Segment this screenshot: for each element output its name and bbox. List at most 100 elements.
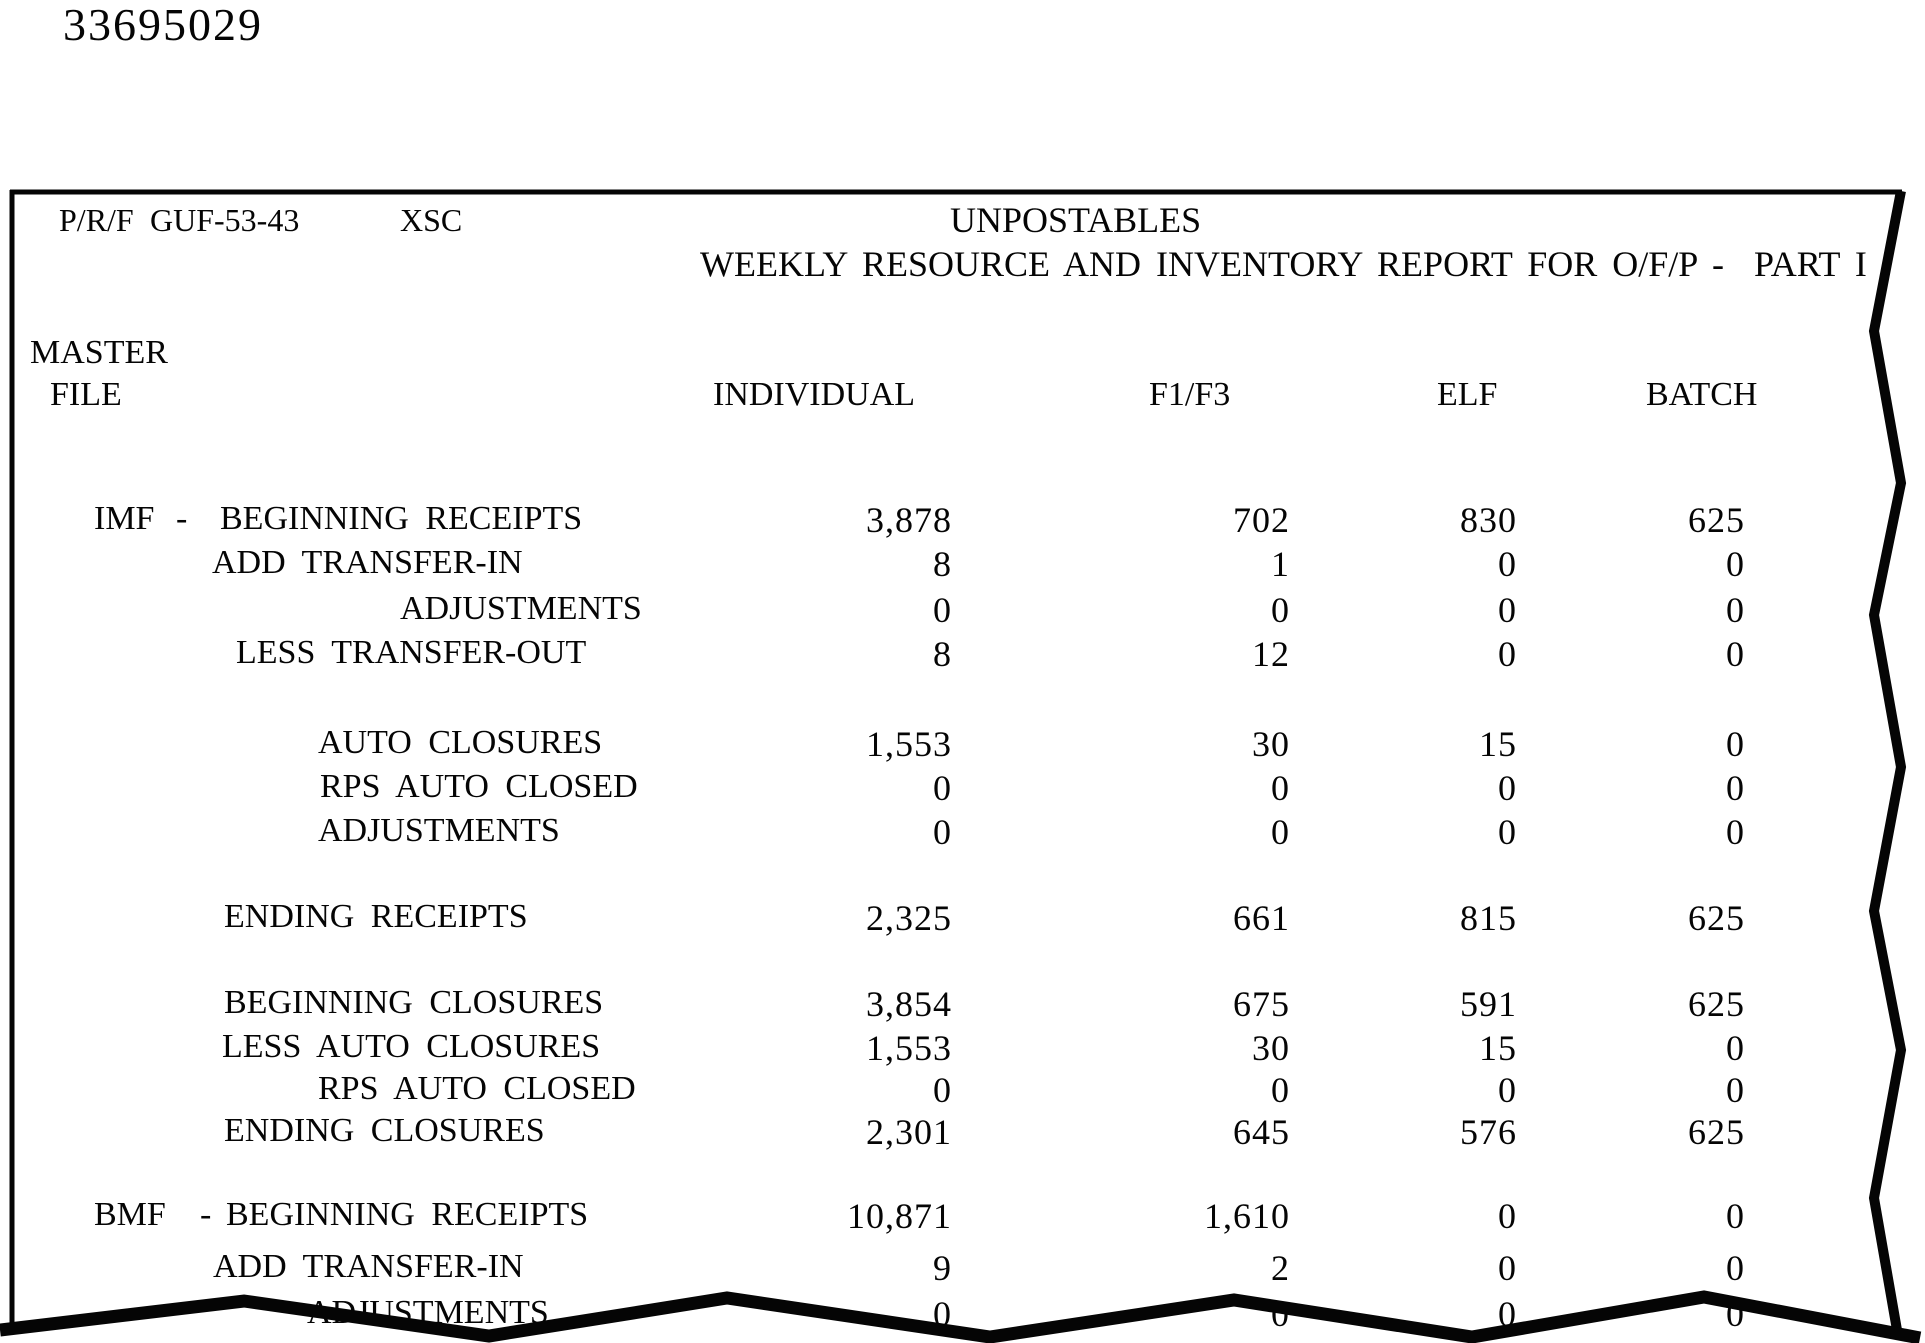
cell-value: 0 [1271, 812, 1290, 852]
row-prefix: IMF [94, 500, 155, 537]
column-header-individual: INDIVIDUAL [713, 376, 916, 413]
cell-value: 0 [1726, 544, 1745, 584]
cell-value: 625 [1688, 1112, 1745, 1152]
cell-value: 1 [1271, 544, 1290, 584]
cell-value: 645 [1233, 1112, 1290, 1152]
cell-value: 0 [1498, 590, 1517, 630]
row-label: ADJUSTMENTS [400, 590, 642, 627]
cell-value: 0 [1271, 590, 1290, 630]
table-row: IMF - BEGINNING RECEIPTS 3,878 702 830 6… [0, 502, 1925, 544]
column-header-batch: BATCH [1646, 376, 1758, 413]
cell-value: 1,553 [866, 724, 952, 764]
cell-value: 815 [1460, 898, 1517, 938]
cell-value: 0 [1726, 1248, 1745, 1288]
report-code: GUF-53-43 [150, 202, 300, 238]
row-dash: - [176, 500, 188, 537]
table-row: RPS AUTO CLOSED 0 0 0 0 [0, 1072, 1925, 1114]
table-row: ENDING RECEIPTS 2,325 661 815 625 [0, 900, 1925, 942]
cell-value: 0 [1498, 1070, 1517, 1110]
cell-value: 9 [933, 1248, 952, 1288]
table-row: ADJUSTMENTS 0 0 0 0 [0, 592, 1925, 634]
table-row: RPS AUTO CLOSED 0 0 0 0 [0, 770, 1925, 812]
table-row: BMF - BEGINNING RECEIPTS 10,871 1,610 0 … [0, 1198, 1925, 1240]
cell-value: 0 [1498, 1294, 1517, 1334]
cell-value: 0 [1271, 1294, 1290, 1334]
row-label: BEGINNING CLOSURES [224, 984, 604, 1021]
cell-value: 576 [1460, 1112, 1517, 1152]
table-row: ENDING CLOSURES 2,301 645 576 625 [0, 1114, 1925, 1156]
column-header-f1f3: F1/F3 [1149, 376, 1231, 413]
table-row: ADD TRANSFER-IN 8 1 0 0 [0, 546, 1925, 588]
master-label: MASTER [30, 334, 168, 371]
table-row: ADD TRANSFER-IN 9 2 0 0 [0, 1250, 1925, 1292]
cell-value: 0 [1726, 1196, 1745, 1236]
cell-value: 1,610 [1204, 1196, 1290, 1236]
cell-value: 30 [1252, 724, 1290, 764]
cell-value: 0 [1498, 1196, 1517, 1236]
cell-value: 0 [1726, 812, 1745, 852]
row-label: ADJUSTMENTS [318, 812, 560, 849]
cell-value: 0 [1498, 812, 1517, 852]
cell-value: 0 [933, 1294, 952, 1334]
row-label: BEGINNING RECEIPTS [220, 500, 583, 537]
program-label: P/R/F [59, 202, 134, 238]
cell-value: 0 [933, 1070, 952, 1110]
cell-value: 0 [1726, 634, 1745, 674]
table-row: BEGINNING CLOSURES 3,854 675 591 625 [0, 986, 1925, 1028]
cell-value: 10,871 [847, 1196, 952, 1236]
row-prefix: BMF [94, 1196, 166, 1233]
report-subtitle: WEEKLY RESOURCE AND INVENTORY REPORT FOR… [700, 244, 1867, 284]
cell-value: 0 [1726, 1294, 1745, 1334]
cell-value: 0 [1726, 768, 1745, 808]
row-label: BEGINNING RECEIPTS [226, 1196, 589, 1233]
cell-value: 30 [1252, 1028, 1290, 1068]
row-label: AUTO CLOSURES [318, 724, 603, 761]
cell-value: 591 [1460, 984, 1517, 1024]
stamp-number: 33695029 [63, 0, 263, 50]
cell-value: 2,325 [866, 898, 952, 938]
cell-value: 0 [1726, 1028, 1745, 1068]
row-dash: - [200, 1196, 212, 1233]
cell-value: 15 [1479, 1028, 1517, 1068]
cell-value: 0 [1498, 634, 1517, 674]
file-label: FILE [50, 376, 122, 413]
cell-value: 0 [1726, 590, 1745, 630]
cell-value: 8 [933, 544, 952, 584]
row-label: ENDING CLOSURES [224, 1112, 545, 1149]
cell-value: 0 [933, 812, 952, 852]
row-label: RPS AUTO CLOSED [318, 1070, 636, 1107]
row-label: RPS AUTO CLOSED [320, 768, 638, 805]
cell-value: 3,854 [866, 984, 952, 1024]
station-code: XSC [400, 202, 463, 238]
cell-value: 0 [1498, 544, 1517, 584]
cell-value: 702 [1233, 500, 1290, 540]
cell-value: 625 [1688, 984, 1745, 1024]
row-label: ADD TRANSFER-IN [213, 1248, 524, 1285]
cell-value: 12 [1252, 634, 1290, 674]
column-header-elf: ELF [1437, 376, 1498, 413]
cell-value: 8 [933, 634, 952, 674]
table-row: ADJUSTMENTS 0 0 0 0 [0, 814, 1925, 856]
cell-value: 0 [1726, 724, 1745, 764]
table-row: AUTO CLOSURES 1,553 30 15 0 [0, 726, 1925, 768]
row-label: ADJUSTMENTS [307, 1294, 549, 1331]
cell-value: 0 [1498, 1248, 1517, 1288]
cell-value: 2 [1271, 1248, 1290, 1288]
cell-value: 0 [1271, 768, 1290, 808]
cell-value: 0 [933, 590, 952, 630]
cell-value: 625 [1688, 500, 1745, 540]
row-label: ADD TRANSFER-IN [212, 544, 523, 581]
cell-value: 0 [1271, 1070, 1290, 1110]
cell-value: 675 [1233, 984, 1290, 1024]
cell-value: 830 [1460, 500, 1517, 540]
cell-value: 0 [1498, 768, 1517, 808]
cell-value: 15 [1479, 724, 1517, 764]
cell-value: 661 [1233, 898, 1290, 938]
cell-value: 3,878 [866, 500, 952, 540]
cell-value: 2,301 [866, 1112, 952, 1152]
cell-value: 0 [933, 768, 952, 808]
cell-value: 1,553 [866, 1028, 952, 1068]
report-title: UNPOSTABLES [950, 200, 1202, 240]
cell-value: 0 [1726, 1070, 1745, 1110]
